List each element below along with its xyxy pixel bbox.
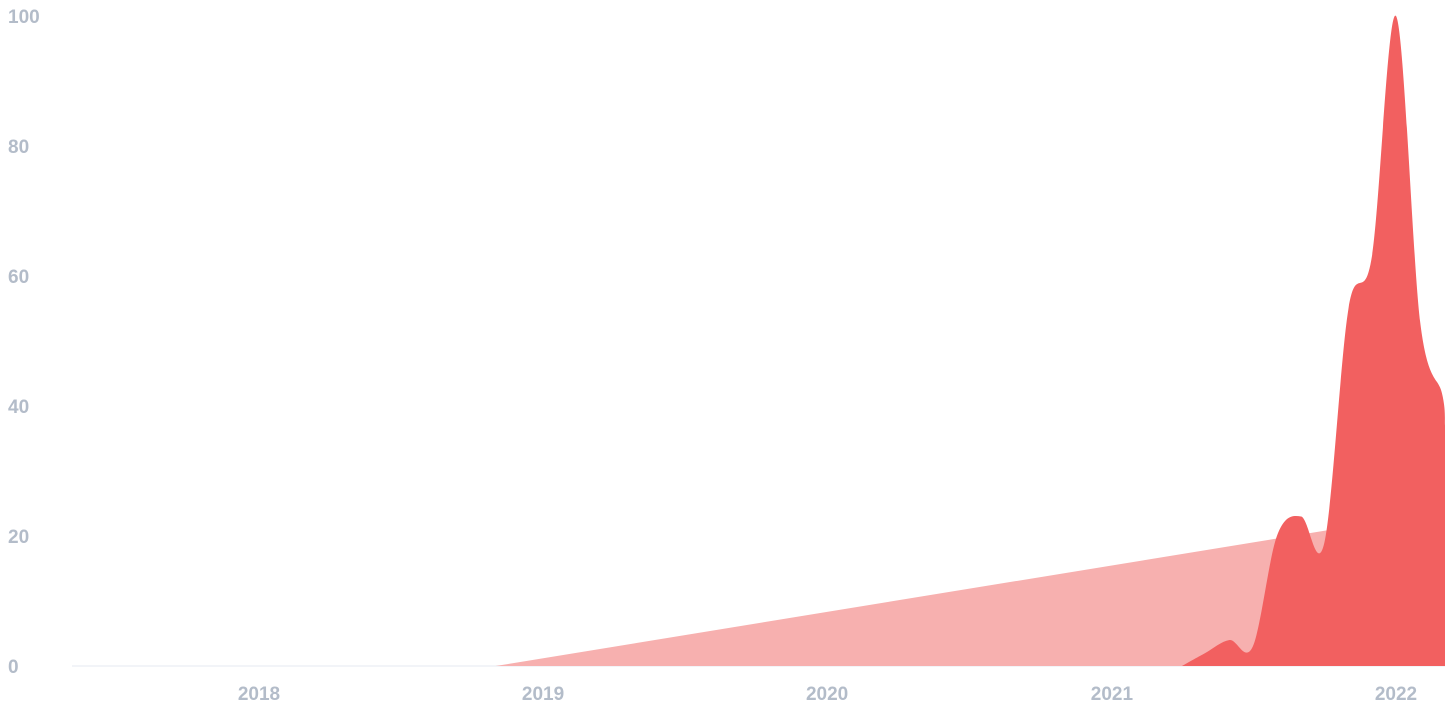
y-tick-label: 0 <box>8 657 19 678</box>
x-axis-ticks: 2018 2019 2020 2021 2022 <box>238 684 1417 705</box>
y-tick-label: 20 <box>8 527 29 548</box>
x-tick-label: 2022 <box>1375 684 1417 705</box>
series-area-2 <box>1182 15 1445 666</box>
y-tick-label: 80 <box>8 137 29 158</box>
series-area-1 <box>495 523 1372 666</box>
y-tick-label: 100 <box>8 7 40 28</box>
y-tick-label: 60 <box>8 267 29 288</box>
x-tick-label: 2021 <box>1091 684 1134 705</box>
y-tick-label: 40 <box>8 397 29 418</box>
x-tick-label: 2018 <box>238 684 280 705</box>
series-layer <box>495 15 1445 666</box>
x-tick-label: 2019 <box>522 684 564 705</box>
y-axis-ticks: 0 20 40 60 80 100 <box>8 7 40 678</box>
x-tick-label: 2020 <box>806 684 848 705</box>
